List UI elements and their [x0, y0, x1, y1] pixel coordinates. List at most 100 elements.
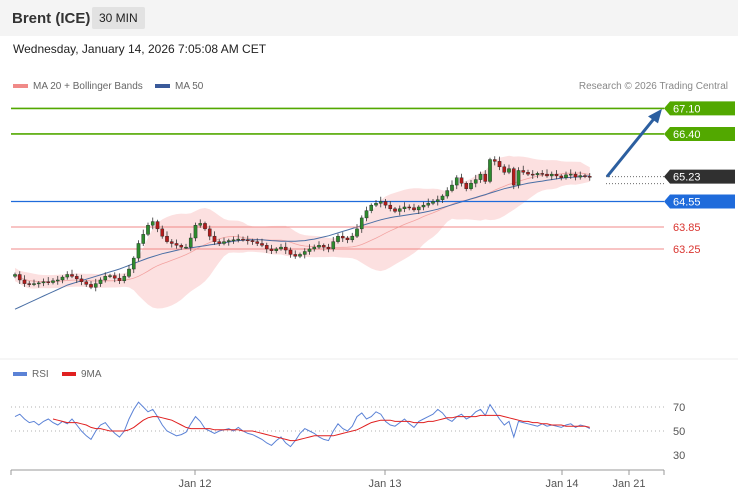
credit-text: Research © 2026 Trading Central — [578, 81, 728, 92]
support-price-label: 64.55 — [673, 197, 701, 209]
candle-body — [431, 201, 435, 204]
level-pivot-5: 63.25 — [11, 244, 701, 256]
candle — [407, 204, 412, 211]
candle — [583, 173, 587, 179]
ma20-line — [14, 172, 590, 283]
candle-body — [198, 223, 203, 226]
candle-body — [141, 234, 146, 244]
candle-body — [103, 276, 108, 281]
candle-body — [464, 183, 469, 189]
candle-body — [241, 238, 245, 241]
candle-body — [336, 235, 340, 242]
candle — [269, 244, 274, 255]
candle — [355, 224, 359, 238]
candle — [559, 174, 564, 181]
candle-body — [583, 175, 587, 177]
candles — [13, 156, 592, 292]
candle-body — [117, 277, 122, 281]
candle-body — [217, 241, 222, 244]
candle — [464, 181, 469, 192]
legend-rsi-label: RSI — [32, 369, 49, 380]
candle-body — [226, 240, 231, 242]
candle-body — [393, 208, 397, 212]
rsi-level-label: 50 — [673, 426, 685, 438]
candle — [231, 236, 236, 244]
candle — [212, 231, 217, 245]
rsi-level-label: 70 — [673, 402, 685, 414]
candle-body — [321, 245, 326, 248]
candle — [193, 222, 198, 242]
x-axis-tick-label: Jan 12 — [178, 478, 211, 490]
candle-body — [340, 235, 345, 239]
candle — [426, 198, 431, 208]
pivot-price-label: 63.85 — [673, 222, 701, 234]
candle-body — [245, 239, 250, 242]
candle — [174, 239, 179, 249]
ma50-line — [14, 175, 590, 310]
projection-arrow-head — [648, 108, 662, 124]
candle — [350, 232, 355, 243]
current-price-label: 65.23 — [673, 172, 701, 184]
candle — [521, 165, 526, 175]
candle-body — [416, 206, 421, 211]
level-resistance-1: 66.40 — [11, 126, 735, 141]
candle-body — [507, 168, 511, 173]
candle — [412, 203, 416, 212]
candle-body — [369, 204, 374, 211]
candle — [241, 236, 245, 242]
candle-body — [70, 274, 74, 277]
candle — [60, 275, 65, 284]
candle-body — [374, 203, 378, 206]
legend-ma50-label: MA 50 — [175, 81, 204, 92]
candle — [545, 169, 549, 178]
candle — [587, 173, 592, 181]
candle — [79, 274, 84, 286]
candle — [141, 229, 146, 247]
candle-body — [545, 173, 549, 177]
candle-body — [412, 207, 416, 211]
candle-body — [473, 179, 478, 184]
candle — [393, 206, 397, 214]
x-axis-tick-label: Jan 13 — [368, 478, 401, 490]
candle — [198, 219, 203, 228]
candle — [112, 272, 117, 283]
candle-body — [65, 274, 70, 278]
candle — [293, 250, 298, 259]
pivot-price-label: 63.25 — [673, 244, 701, 256]
candle — [440, 194, 445, 203]
candle — [431, 198, 435, 206]
candle-body — [131, 257, 136, 270]
candle — [217, 239, 222, 247]
candle-body — [36, 282, 41, 285]
candle-body — [578, 175, 583, 178]
candle-body — [179, 245, 184, 248]
candle — [226, 238, 231, 246]
candle — [488, 157, 492, 184]
candle — [260, 238, 264, 248]
candle-body — [231, 239, 236, 242]
candle-body — [203, 223, 207, 230]
candle — [108, 273, 112, 279]
candle-body — [521, 170, 526, 173]
candle — [98, 277, 103, 287]
candle — [51, 278, 55, 285]
candle-body — [359, 217, 364, 230]
candle — [526, 169, 530, 176]
candle-body — [435, 199, 440, 202]
candle — [530, 170, 535, 179]
candle — [331, 236, 336, 252]
candle — [65, 271, 70, 280]
candle-body — [568, 173, 573, 176]
candle-body — [22, 279, 27, 284]
candle-body — [193, 225, 198, 239]
rsi-line — [14, 401, 591, 448]
instrument-title: Brent (ICE) — [12, 10, 91, 27]
candle — [321, 243, 326, 252]
candle-body — [283, 246, 288, 251]
timeframe-button[interactable]: 30 MIN — [92, 7, 145, 29]
candle-body — [426, 203, 431, 206]
candle — [117, 273, 122, 284]
level-current-2: 65.23 — [606, 169, 735, 185]
candle — [364, 206, 369, 222]
candle — [288, 247, 293, 258]
